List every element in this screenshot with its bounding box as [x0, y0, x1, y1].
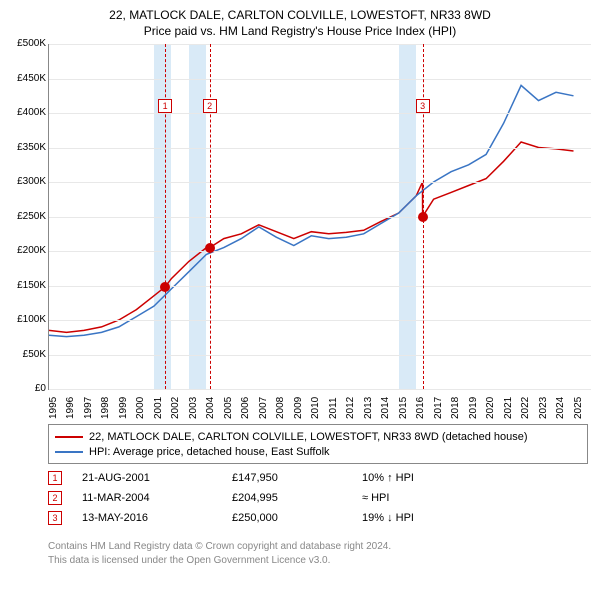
x-tick-label: 2021 [503, 397, 514, 419]
transaction-date: 13-MAY-2016 [82, 512, 232, 524]
x-tick-label: 2014 [380, 397, 391, 419]
x-tick-label: 2019 [468, 397, 479, 419]
legend-item: 22, MATLOCK DALE, CARLTON COLVILLE, LOWE… [55, 429, 581, 444]
transaction-index: 2 [48, 491, 62, 505]
x-tick-label: 2017 [433, 397, 444, 419]
transaction-index: 1 [48, 471, 62, 485]
x-tick-label: 2004 [205, 397, 216, 419]
gridline [49, 286, 591, 287]
marker-dot [205, 243, 215, 253]
chart-subtitle: Price paid vs. HM Land Registry's House … [0, 24, 600, 38]
x-tick-label: 2007 [258, 397, 269, 419]
transaction-price: £147,950 [232, 472, 362, 484]
gridline [49, 320, 591, 321]
marker-box: 2 [203, 99, 217, 113]
marker-box: 3 [416, 99, 430, 113]
footer-attribution: Contains HM Land Registry data © Crown c… [48, 540, 588, 567]
x-tick-label: 1997 [83, 397, 94, 419]
x-tick-label: 2015 [398, 397, 409, 419]
transaction-price: £250,000 [232, 512, 362, 524]
plot-area: 1 2 3 [48, 44, 591, 390]
transaction-note: 10% ↑ HPI [362, 472, 588, 484]
x-tick-label: 1999 [118, 397, 129, 419]
legend-label: 22, MATLOCK DALE, CARLTON COLVILLE, LOWE… [89, 431, 528, 443]
marker-line [165, 44, 166, 389]
x-tick-label: 2005 [223, 397, 234, 419]
gridline [49, 44, 591, 45]
series-hpi [49, 85, 574, 336]
transaction-note: 19% ↓ HPI [362, 512, 588, 524]
legend-label: HPI: Average price, detached house, East… [89, 446, 330, 458]
y-tick-label: £100K [2, 314, 46, 325]
gridline [49, 389, 591, 390]
legend-item: HPI: Average price, detached house, East… [55, 444, 581, 459]
y-tick-label: £300K [2, 176, 46, 187]
x-tick-label: 1995 [48, 397, 59, 419]
x-tick-label: 2023 [538, 397, 549, 419]
x-tick-label: 2001 [153, 397, 164, 419]
y-tick-label: £250K [2, 211, 46, 222]
gridline [49, 148, 591, 149]
y-tick-label: £150K [2, 280, 46, 291]
chart-title: 22, MATLOCK DALE, CARLTON COLVILLE, LOWE… [0, 8, 600, 22]
gridline [49, 355, 591, 356]
x-tick-label: 2002 [170, 397, 181, 419]
gridline [49, 113, 591, 114]
y-tick-label: £400K [2, 107, 46, 118]
legend-swatch [55, 436, 83, 438]
series-property [49, 142, 574, 332]
transaction-date: 11-MAR-2004 [82, 492, 232, 504]
transaction-row: 2 11-MAR-2004£204,995≈ HPI [48, 488, 588, 508]
marker-dot [418, 212, 428, 222]
marker-line [210, 44, 211, 389]
transaction-row: 1 21-AUG-2001£147,95010% ↑ HPI [48, 468, 588, 488]
x-tick-label: 2012 [345, 397, 356, 419]
x-tick-label: 2006 [240, 397, 251, 419]
gridline [49, 79, 591, 80]
transaction-index: 3 [48, 511, 62, 525]
transaction-note: ≈ HPI [362, 492, 588, 504]
x-tick-label: 2009 [293, 397, 304, 419]
gridline [49, 217, 591, 218]
transaction-price: £204,995 [232, 492, 362, 504]
gridline [49, 182, 591, 183]
footer-line: Contains HM Land Registry data © Crown c… [48, 540, 588, 554]
y-tick-label: £50K [2, 349, 46, 360]
transaction-table: 1 21-AUG-2001£147,95010% ↑ HPI 2 11-MAR-200… [48, 468, 588, 528]
y-tick-label: £450K [2, 73, 46, 84]
x-tick-label: 2022 [520, 397, 531, 419]
x-tick-label: 2008 [275, 397, 286, 419]
y-tick-label: £0 [2, 383, 46, 394]
x-tick-label: 1998 [100, 397, 111, 419]
x-tick-label: 2025 [573, 397, 584, 419]
legend: 22, MATLOCK DALE, CARLTON COLVILLE, LOWE… [48, 424, 588, 464]
x-tick-label: 2000 [135, 397, 146, 419]
y-tick-label: £350K [2, 142, 46, 153]
y-tick-label: £500K [2, 38, 46, 49]
marker-dot [160, 282, 170, 292]
marker-box: 1 [158, 99, 172, 113]
transaction-date: 21-AUG-2001 [82, 472, 232, 484]
x-tick-label: 2016 [415, 397, 426, 419]
x-tick-label: 2010 [310, 397, 321, 419]
transaction-row: 3 13-MAY-2016£250,00019% ↓ HPI [48, 508, 588, 528]
y-tick-label: £200K [2, 245, 46, 256]
x-tick-label: 2003 [188, 397, 199, 419]
x-tick-label: 2013 [363, 397, 374, 419]
x-tick-label: 2024 [555, 397, 566, 419]
x-tick-label: 2011 [328, 397, 339, 419]
x-tick-label: 2020 [485, 397, 496, 419]
legend-swatch [55, 451, 83, 453]
x-tick-label: 2018 [450, 397, 461, 419]
footer-line: This data is licensed under the Open Gov… [48, 554, 588, 568]
gridline [49, 251, 591, 252]
x-tick-label: 1996 [65, 397, 76, 419]
